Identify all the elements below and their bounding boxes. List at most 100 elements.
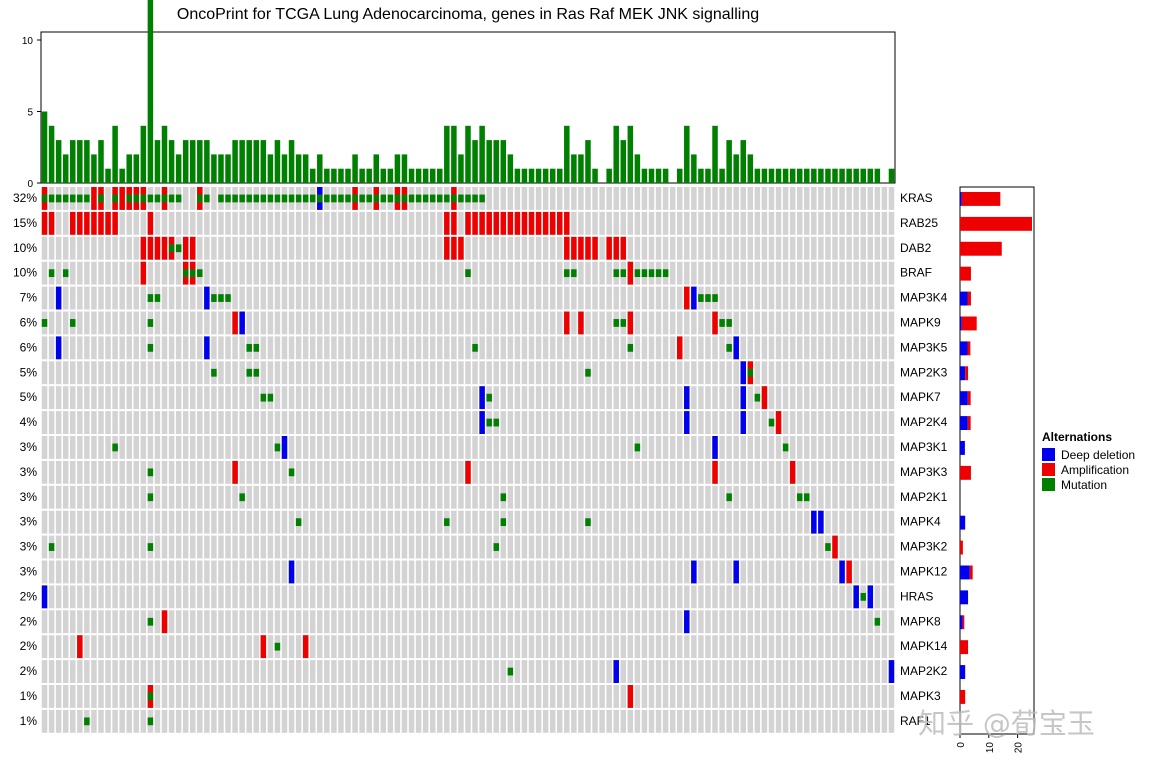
- cell-bg: [585, 286, 591, 310]
- cell-bg: [648, 610, 655, 634]
- top-bar-14: [140, 125, 147, 183]
- cell-bg: [70, 386, 76, 410]
- cell-bg: [804, 585, 810, 609]
- cell-bg: [472, 510, 478, 534]
- cell-bg: [394, 510, 401, 534]
- cell-bg: [585, 411, 591, 434]
- cell-bg: [606, 560, 612, 584]
- cell-bg: [182, 610, 189, 634]
- cell-bg: [662, 709, 669, 733]
- cell-bg: [189, 187, 196, 210]
- cell-bg: [295, 585, 302, 609]
- cell-bg: [564, 585, 570, 609]
- cell-mut-KRAS: [55, 194, 62, 203]
- cell-bg: [648, 709, 655, 733]
- cell-bg: [613, 336, 619, 360]
- cell-bg: [846, 436, 852, 459]
- cell-bg: [733, 236, 739, 260]
- cell-bg: [627, 436, 634, 459]
- cell-bg: [295, 286, 302, 310]
- cell-bg: [874, 311, 881, 335]
- cell-bg: [564, 460, 570, 484]
- cell-mut-KRAS: [126, 194, 132, 203]
- cell-bg: [458, 386, 464, 410]
- cell-bg: [853, 660, 859, 683]
- cell-bg: [691, 336, 697, 360]
- cell-amp-DAB2: [578, 236, 584, 260]
- cell-amp-DAB2: [140, 236, 147, 260]
- gene-label-MAPK7: MAPK7: [900, 390, 941, 404]
- cell-bg: [479, 460, 485, 484]
- cell-mut-MAPK7: [486, 393, 492, 402]
- cell-del-MAPK8: [684, 610, 690, 634]
- cell-bg: [571, 610, 577, 634]
- cell-bg: [669, 660, 676, 683]
- cell-bg: [782, 311, 789, 335]
- cell-bg: [839, 411, 845, 434]
- cell-bg: [549, 286, 556, 310]
- cell-amp-DAB2: [161, 236, 168, 260]
- cell-bg: [535, 560, 542, 584]
- cell-bg: [507, 236, 514, 260]
- cell-bg: [281, 336, 288, 360]
- cell-bg: [874, 411, 881, 434]
- cell-bg: [338, 709, 344, 733]
- cell-bg: [796, 460, 803, 484]
- cell-bg: [401, 311, 408, 335]
- cell-bg: [444, 460, 450, 484]
- cell-bg: [437, 485, 443, 509]
- cell-bg: [542, 635, 549, 659]
- right-bar-amp-RAB25: [960, 216, 1032, 231]
- cell-bg: [429, 535, 436, 559]
- cell-mut-KRAS: [140, 194, 147, 203]
- cell-bg: [331, 510, 337, 534]
- cell-bg: [691, 510, 697, 534]
- cell-bg: [528, 635, 535, 659]
- cell-bg: [70, 560, 76, 584]
- cell-bg: [451, 460, 457, 484]
- cell-bg: [676, 660, 683, 683]
- cell-mut-KRAS: [62, 194, 69, 203]
- cell-bg: [415, 211, 422, 235]
- cell-bg: [507, 535, 514, 559]
- cell-bg: [168, 386, 175, 410]
- cell-bg: [239, 510, 245, 534]
- cell-bg: [239, 709, 245, 733]
- cell-bg: [796, 361, 803, 385]
- cell-bg: [825, 610, 831, 634]
- cell-mut-KRAS: [394, 194, 401, 203]
- cell-bg: [648, 535, 655, 559]
- cell-bg: [627, 211, 634, 235]
- cell-bg: [267, 610, 274, 634]
- cell-bg: [500, 361, 507, 385]
- cell-bg: [620, 610, 627, 634]
- cell-bg: [352, 510, 358, 534]
- cell-bg: [70, 610, 76, 634]
- cell-bg: [669, 236, 676, 260]
- cell-bg: [775, 709, 782, 733]
- cell-bg: [140, 660, 147, 683]
- cell-bg: [267, 286, 274, 310]
- cell-bg: [246, 535, 252, 559]
- cell-bg: [606, 436, 612, 459]
- cell-bg: [825, 460, 831, 484]
- cell-bg: [211, 436, 217, 459]
- cell-bg: [260, 460, 267, 484]
- cell-bg: [394, 211, 401, 235]
- cell-bg: [309, 485, 316, 509]
- top-bar-91: [684, 125, 690, 183]
- cell-bg: [853, 286, 859, 310]
- cell-bg: [105, 411, 111, 434]
- cell-bg: [740, 311, 747, 335]
- top-bar-82: [620, 140, 627, 183]
- cell-bg: [112, 460, 118, 484]
- cell-bg: [232, 236, 238, 260]
- cell-bg: [197, 485, 203, 509]
- cell-bg: [486, 635, 492, 659]
- cell-bg: [338, 685, 344, 708]
- cell-bg: [317, 336, 323, 360]
- cell-bg: [698, 460, 704, 484]
- cell-bg: [345, 386, 351, 410]
- cell-bg: [507, 610, 514, 634]
